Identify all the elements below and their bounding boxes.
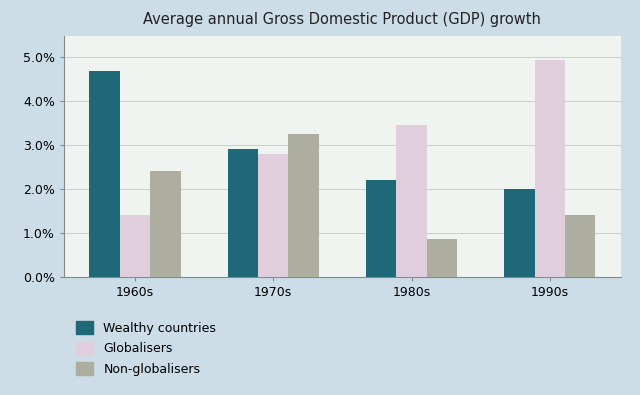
Title: Average annual Gross Domestic Product (GDP) growth: Average annual Gross Domestic Product (G… — [143, 12, 541, 27]
Bar — [427, 239, 457, 276]
Bar — [228, 149, 258, 276]
Bar — [90, 71, 120, 276]
Bar — [258, 154, 289, 276]
Bar — [150, 171, 180, 276]
Bar — [120, 215, 150, 276]
Bar — [366, 180, 396, 276]
Bar — [396, 125, 427, 276]
Bar — [289, 134, 319, 276]
Bar — [534, 60, 565, 276]
Bar — [504, 189, 534, 276]
Bar — [565, 215, 595, 276]
Legend: Wealthy countries, Globalisers, Non-globalisers: Wealthy countries, Globalisers, Non-glob… — [76, 321, 216, 376]
